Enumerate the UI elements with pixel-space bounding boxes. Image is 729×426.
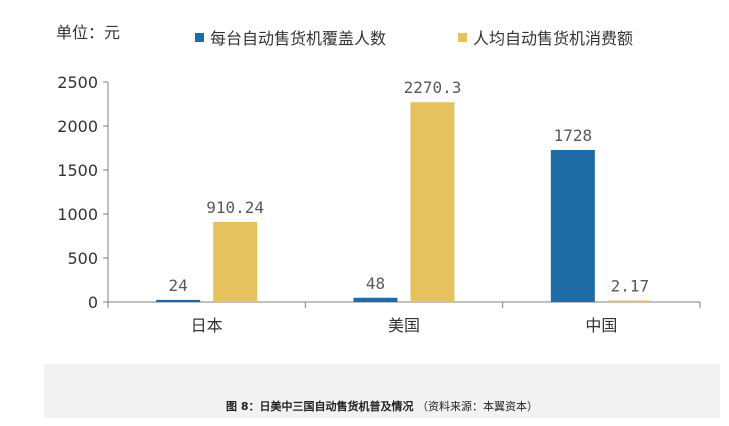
y-tick-label: 1000 [57, 205, 98, 224]
legend-swatch-series-1 [195, 33, 204, 42]
caption-band: 图 8：日美中三国自动售货机普及情况 （资料来源：本翼资本） [44, 364, 720, 418]
y-tick-label: 0 [88, 293, 98, 312]
x-tick-label: 美国 [388, 316, 420, 335]
bars: 24 910.24 48 2270.3 1728 2.17 [156, 78, 652, 303]
y-tick-label: 2500 [57, 73, 98, 92]
figure-caption: 图 8：日美中三国自动售货机普及情况 （资料来源：本翼资本） [44, 398, 720, 414]
bar-data-label: 24 [169, 276, 188, 295]
bar-series-2 [607, 300, 652, 302]
y-axis: 0 500 1000 1500 2000 2500 [57, 73, 109, 312]
caption-title: 图 8：日美中三国自动售货机普及情况 [226, 400, 414, 413]
bar-data-label: 910.24 [206, 198, 264, 217]
x-axis: 日本 美国 中国 [107, 301, 701, 335]
bar-series-2 [213, 221, 258, 302]
unit-label: 单位：元 [56, 23, 120, 42]
bar-series-1 [550, 149, 595, 302]
legend-label-series-2: 人均自动售货机消费额 [473, 29, 633, 48]
bar-data-label: 2.17 [611, 277, 650, 296]
bar-chart: 单位：元 每台自动售货机覆盖人数 人均自动售货机消费额 0 500 1000 1500… [56, 23, 701, 335]
y-tick-label: 2000 [57, 117, 98, 136]
y-tick-label: 1500 [57, 161, 98, 180]
bar-data-label: 48 [366, 274, 385, 293]
legend-label-series-1: 每台自动售货机覆盖人数 [210, 29, 386, 48]
bar-series-1 [156, 299, 201, 302]
y-tick-label: 500 [67, 249, 98, 268]
legend: 每台自动售货机覆盖人数 人均自动售货机消费额 [195, 29, 633, 48]
x-tick-label: 日本 [191, 316, 223, 335]
legend-swatch-series-2 [458, 33, 467, 42]
bar-series-1 [353, 297, 398, 302]
x-tick-label: 中国 [585, 316, 617, 335]
bar-data-label: 2270.3 [404, 78, 462, 97]
bar-series-2 [410, 102, 455, 303]
caption-source: （资料来源：本翼资本） [416, 400, 538, 413]
bar-data-label: 1728 [554, 126, 593, 145]
